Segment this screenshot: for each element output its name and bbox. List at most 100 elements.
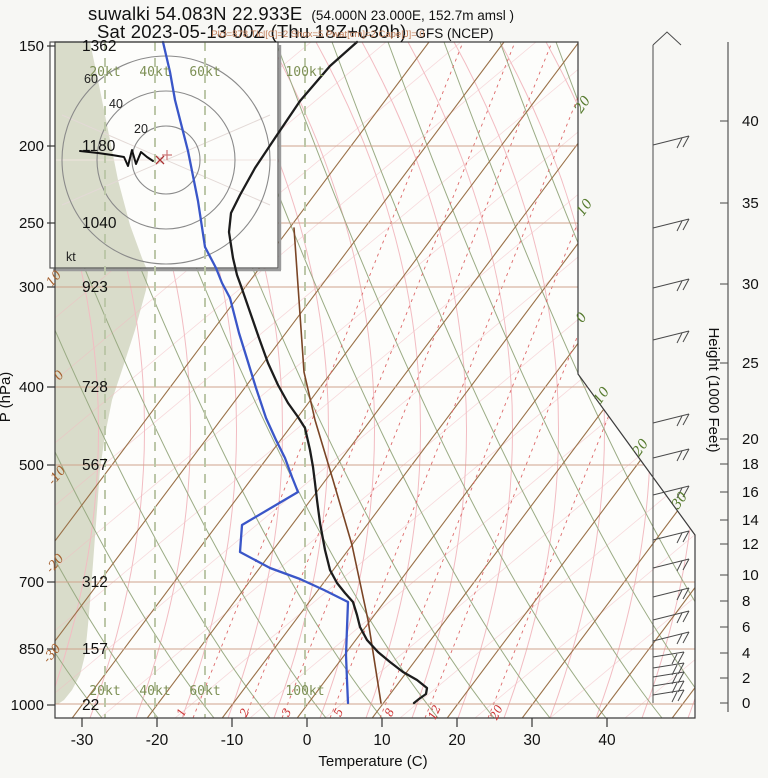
wind-barb-feather: [676, 612, 683, 624]
feet-tick-label: 40: [742, 113, 759, 130]
wind-barb-feather: [682, 485, 690, 498]
hodograph-trace: [79, 149, 154, 167]
dry-adiabat: [443, 42, 695, 718]
isotherm: [71, 42, 580, 718]
mixing-ratio-line: [244, 42, 516, 718]
mixing-ratio-lines: [192, 42, 695, 718]
wind-barb-feather: [677, 680, 685, 693]
wind-barb: [652, 689, 685, 696]
moist-adiabat: [315, 42, 421, 718]
pressure-tick-label: 250: [19, 215, 44, 232]
station-title: suwalki 54.083N 22.933E (54.000N 23.000E…: [88, 3, 514, 25]
wind-barb: [652, 587, 690, 598]
wind-barb: [652, 218, 690, 229]
height-dam-label: 22: [82, 697, 99, 714]
hodograph-ring-label: 40: [109, 97, 123, 111]
dry-adiabat: [55, 42, 159, 718]
flat-line: [399, 42, 695, 718]
wind-barb-feather: [682, 218, 690, 231]
wind-barb: [652, 671, 685, 678]
mixing-ratio-line: [281, 42, 553, 718]
parcel-curve: [293, 227, 382, 704]
shaded-region-inset: [55, 42, 147, 268]
flat-line: [55, 42, 695, 718]
wind-speed-label-bottom: 40kt: [139, 684, 170, 699]
moist-adiabat: [453, 42, 559, 718]
wind-barb-column: [652, 31, 690, 703]
wind-barb-feather: [676, 450, 683, 462]
mixing-ratio-line: [379, 42, 651, 718]
dry-adiabat: [55, 42, 215, 718]
feet-tick-label: 35: [742, 195, 759, 212]
moist-adiabat: [269, 42, 375, 718]
feet-tick-label: 2: [742, 670, 750, 687]
moist-adiabat: [730, 42, 768, 718]
wind-barb-feather: [677, 662, 685, 675]
hodograph-x-marker: [155, 155, 165, 165]
wind-barb-feather: [682, 631, 690, 644]
flat-line: [55, 42, 537, 718]
moist-adiabat: [683, 42, 695, 718]
feet-tick-label: 16: [742, 484, 759, 501]
temperature-tick-label: -20: [146, 732, 169, 749]
wind-barb-feather: [676, 332, 683, 344]
height-dam-label: 1180: [82, 138, 116, 155]
wind-speed-label-bottom: 100kt: [285, 684, 324, 699]
feet-axis-title: Height (1000 Feet): [705, 327, 722, 452]
height-dam-label: 1040: [82, 215, 117, 232]
temperature-curve: [227, 40, 429, 705]
wind-barb: [652, 278, 690, 289]
height-dam-label: 1362: [82, 38, 116, 55]
valid-time-title: Sat 2023-05-13 00Z (Thu 18Z+030h) GFS (N…: [97, 21, 494, 43]
height-dam-label: 728: [82, 379, 108, 396]
plot-frame: [54, 41, 696, 719]
isotherm: [146, 42, 655, 718]
wind-speed-scale-lines: [104, 42, 306, 718]
wind-barb: [652, 610, 690, 621]
mixing-ratio-line: [424, 42, 695, 718]
feet-tick-label: 30: [742, 276, 759, 293]
pressure-tick-label: 300: [19, 279, 44, 296]
isotherm: [747, 42, 768, 718]
wind-barb-feather: [682, 413, 690, 426]
temperature-tick-label: 20: [448, 732, 466, 749]
mixing-ratio-line: [487, 42, 695, 718]
pressure-tick-label: 400: [19, 379, 44, 396]
dry-adiabat: [55, 42, 327, 718]
wind-barb: [652, 135, 690, 146]
hodograph-plus-marker: [162, 150, 172, 160]
wind-barb-feather: [676, 220, 683, 232]
wind-barb-feather: [682, 587, 690, 600]
wind-barb-feather: [676, 532, 683, 544]
pressure-axis-title: P (hPa): [0, 372, 14, 423]
wind-speed-label-bottom: 60kt: [189, 684, 220, 699]
wind-barb-feather: [676, 137, 683, 149]
wind-barb-feather: [676, 280, 683, 292]
dry-adiabat: [55, 42, 103, 718]
isotherm: [521, 42, 695, 718]
feet-tick-label: 14: [742, 512, 759, 529]
flat-line: [549, 42, 695, 718]
pressure-tick-label: 700: [19, 574, 44, 591]
pressure-tick-label: 850: [19, 641, 44, 658]
wind-barb-feather: [682, 530, 690, 543]
isotherm: [55, 42, 430, 718]
temperature-axis-title: Temperature (C): [318, 753, 427, 770]
wind-barb-feather: [682, 448, 690, 461]
flat-line: [324, 42, 695, 718]
moist-adiabat: [361, 42, 467, 718]
flat-line: [99, 42, 695, 718]
hodograph-ring: [96, 90, 236, 230]
mixing-ratio-line: [192, 42, 464, 718]
dewpoint-curve: [161, 40, 350, 705]
wind-speed-label-top: 100kt: [285, 65, 324, 80]
moist-adiabat: [55, 42, 99, 718]
isotherm: [446, 42, 695, 718]
wind-barb: [652, 448, 690, 459]
feet-tick-label: 18: [742, 456, 759, 473]
wind-barb-feather: [682, 330, 690, 343]
flat-line: [174, 42, 695, 718]
dry-adiabat: [331, 42, 663, 718]
wind-barb-feather: [682, 278, 690, 291]
temperature-tick-label: 30: [523, 732, 541, 749]
